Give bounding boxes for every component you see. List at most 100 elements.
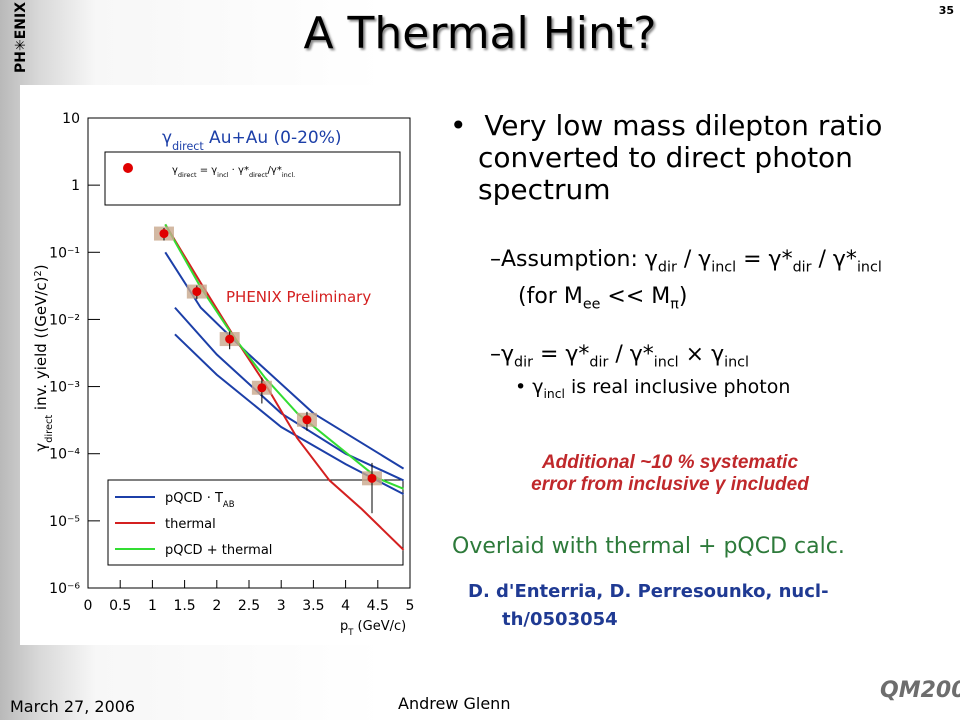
x-axis-label: pT (GeV/c) xyxy=(340,619,406,637)
x-tick-label: 1.5 xyxy=(173,598,195,614)
text-segment: incl xyxy=(217,171,228,179)
legend-label: pQCD · TAB xyxy=(165,491,235,509)
x-tick-label: 1 xyxy=(148,598,157,614)
y-tick-label: 1 xyxy=(71,178,80,194)
text-segment: inv. yield ((GeV/c) xyxy=(32,276,50,414)
x-tick-label: 4 xyxy=(341,598,350,614)
y-tick-label: 10⁻⁶ xyxy=(49,581,80,597)
x-tick-label: 3 xyxy=(277,598,286,614)
text-segment: ) xyxy=(32,264,50,270)
footer-date: March 27, 2006 xyxy=(10,697,136,716)
annotation: PHENIX Preliminary xyxy=(226,288,371,306)
red-note: Additional ~10 % systematic error from in… xyxy=(470,452,870,496)
reference: D. d'Enterria, D. Perresounko, nucl-th/0… xyxy=(468,581,829,630)
x-tick-label: 4.5 xyxy=(367,598,389,614)
text-segment: 2 xyxy=(33,270,44,276)
data-point xyxy=(367,473,377,483)
text-segment: · γ* xyxy=(228,165,248,176)
plot-panel xyxy=(20,85,425,645)
slide-number: 35 xyxy=(938,4,954,17)
x-tick-label: 2 xyxy=(212,598,221,614)
text-segment: = γ* xyxy=(736,247,793,272)
sub-sub-bullet: • γincl is real inclusive photon xyxy=(515,376,935,401)
text-segment: direct xyxy=(249,171,268,179)
text-segment: × γ xyxy=(678,341,725,367)
header-box xyxy=(104,151,401,206)
data-point xyxy=(225,334,235,344)
text-segment: direct xyxy=(178,171,197,179)
text-segment: dir xyxy=(657,259,677,276)
text-segment: –γ xyxy=(490,341,515,367)
text-segment: incl xyxy=(543,386,565,401)
text-line: –γdir = γ*dir / γ*incl × γincl xyxy=(490,340,920,377)
legend-label: thermal xyxy=(165,517,216,532)
text-segment: ee xyxy=(582,296,601,313)
text-line: • γincl is real inclusive photon xyxy=(515,376,935,401)
text-segment: p xyxy=(340,619,348,634)
text-segment: pQCD + thermal xyxy=(165,543,272,558)
x-tick-label: 0 xyxy=(84,598,93,614)
sub-bullets: –Assumption: γdir / γincl = γ*dir / γ*in… xyxy=(490,245,920,397)
legend-box xyxy=(107,479,404,566)
text-segment: incl xyxy=(724,354,749,371)
data-point xyxy=(302,415,312,425)
text-segment: ) xyxy=(678,284,688,310)
text-segment: dir xyxy=(514,354,533,371)
text-segment: –Assumption: γ xyxy=(490,247,658,272)
text-segment: is real inclusive photon xyxy=(564,376,791,398)
bullet: • Very low mass dilepton ratio converted… xyxy=(450,110,948,206)
y-tick-label: 10 xyxy=(62,111,80,127)
y-tick-label: 10⁻¹ xyxy=(49,245,80,261)
text-segment: • γ xyxy=(515,376,544,398)
title: A Thermal Hint? xyxy=(303,8,657,59)
plot-title: γdirect Au+Au (0-20%) xyxy=(162,128,342,153)
text-segment: direct xyxy=(44,415,55,443)
red-note-line: error from inclusive γ included xyxy=(531,474,809,495)
text-segment: γ xyxy=(32,443,50,452)
text-segment: thermal xyxy=(165,517,216,532)
text-segment: Au+Au (0-20%) xyxy=(204,128,342,148)
y-tick-label: 10⁻³ xyxy=(49,380,80,396)
text-segment: / γ* xyxy=(608,341,654,367)
y-tick-label: 10⁻⁵ xyxy=(49,514,80,530)
legend-label: pQCD + thermal xyxy=(165,543,272,558)
point-label: γdirect = γincl · γ*direct/γ*incl. xyxy=(172,165,295,179)
data-point xyxy=(257,383,267,393)
logo-left: PH✳ENIX xyxy=(13,2,29,73)
text-segment: incl xyxy=(653,354,679,371)
legend-point xyxy=(123,163,133,173)
text-segment: pQCD · T xyxy=(165,491,223,506)
text-segment: incl xyxy=(856,259,882,276)
text-segment: Very low mass dilepton ratio converted t… xyxy=(478,109,883,206)
text-segment: T xyxy=(347,627,354,637)
text-line: –Assumption: γdir / γincl = γ*dir / γ*in… xyxy=(490,245,920,320)
y-tick-label: 10⁻⁴ xyxy=(49,447,80,463)
curve xyxy=(174,306,404,482)
data-point xyxy=(192,287,202,297)
text-line: • Very low mass dilepton ratio converted… xyxy=(450,109,948,206)
data-point xyxy=(159,229,169,239)
x-tick-label: 3.5 xyxy=(302,598,324,614)
text-segment: π xyxy=(670,296,679,313)
x-tick-label: 0.5 xyxy=(109,598,131,614)
text-segment: AB xyxy=(223,499,235,509)
text-segment: γ xyxy=(172,165,178,176)
text-segment: dir xyxy=(589,354,609,371)
y-axis-label: γdirect inv. yield ((GeV/c)2) xyxy=(32,264,55,451)
text-segment: / γ* xyxy=(811,247,857,272)
text-segment: << M xyxy=(600,284,671,310)
footer-author: Andrew Glenn xyxy=(398,694,511,713)
x-tick-label: 5 xyxy=(406,598,415,614)
text-segment: direct xyxy=(172,140,204,153)
bullet-marker: • xyxy=(450,109,485,142)
y-tick-label: 10⁻² xyxy=(49,312,80,328)
text-segment: /γ* xyxy=(268,165,282,176)
text-segment: dir xyxy=(792,259,812,276)
text-segment: incl xyxy=(711,259,737,276)
text-segment: incl. xyxy=(282,171,295,179)
green-note: Overlaid with thermal + pQCD calc. xyxy=(452,534,845,559)
text-segment: γ xyxy=(162,128,172,148)
logo-right: QM2006 xyxy=(880,678,960,703)
text-segment: / γ xyxy=(676,247,712,272)
